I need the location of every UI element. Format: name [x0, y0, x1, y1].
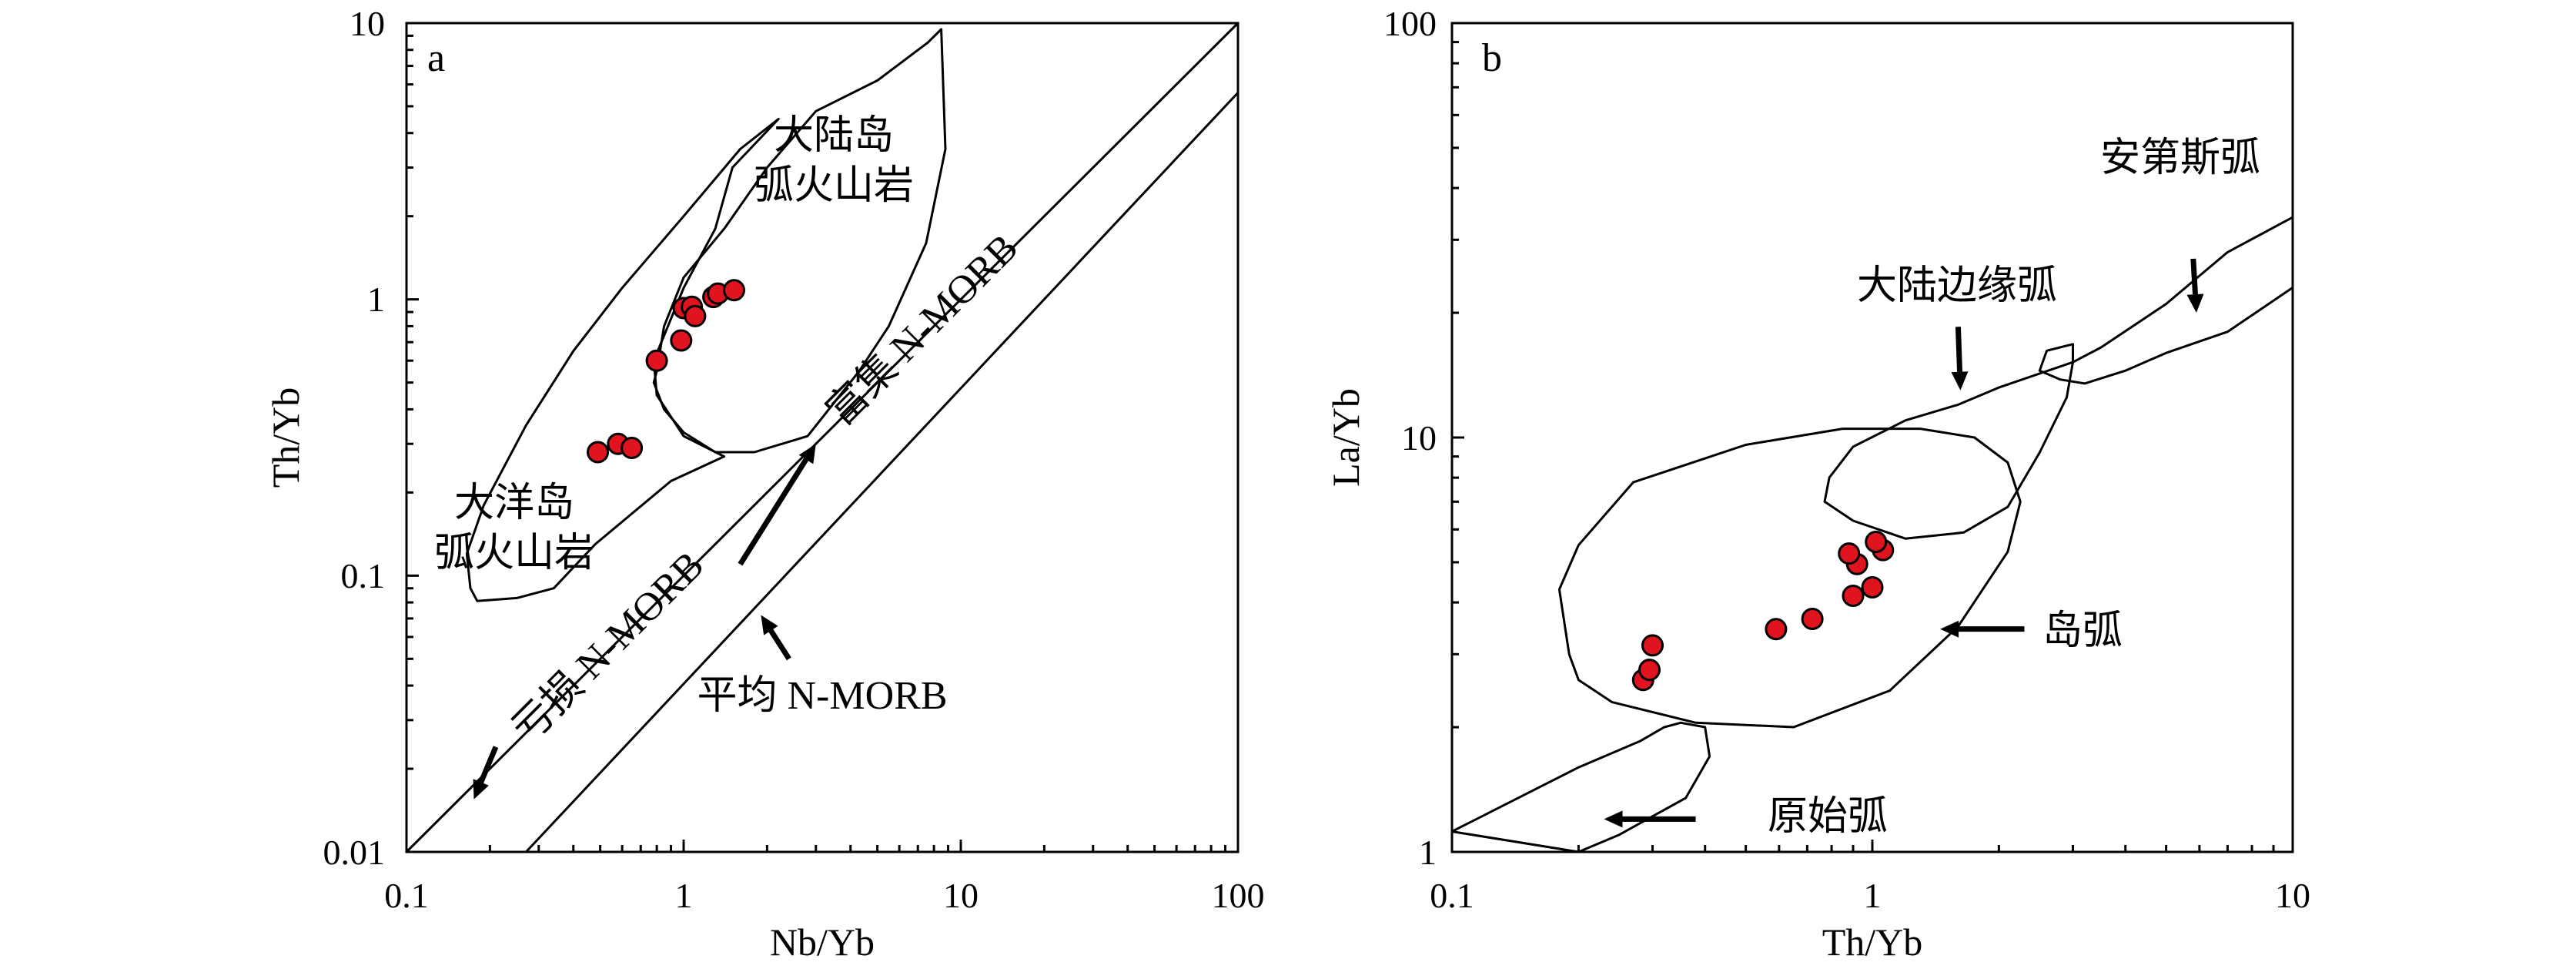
panel-a-y-axis-title: Th/Yb	[264, 387, 307, 488]
oceanic-arc-volcanics-region	[465, 117, 780, 602]
panel-b-ticks	[1452, 41, 2275, 852]
panel-b-y-tick-label: 100	[1383, 4, 1437, 43]
panel-a-arrows	[473, 444, 816, 800]
oceanic-arc-volcanics-label-line1: 大洋岛	[454, 481, 574, 525]
panel-b-x-tick-label: 10	[2275, 876, 2310, 915]
annotation-arrow	[1940, 620, 2025, 638]
arrow-head-icon	[2186, 293, 2204, 313]
panel-b-regions	[1450, 216, 2294, 853]
annotation-arrow	[2186, 258, 2204, 313]
annotation-arrow	[1604, 810, 1696, 828]
arrow-head-icon	[1940, 620, 1959, 638]
panel-a-y-tick-label: 1	[367, 280, 385, 319]
data-point	[1842, 585, 1865, 607]
continental-arc-volcanics-label-line1: 大陆岛	[774, 114, 894, 158]
continental-arc-volcanics-label-line2: 弧火山岩	[754, 164, 914, 208]
panel-a: a 0.1 1 10 100 0.01 0.1 1 10 Nb/Yb Th/Yb…	[264, 4, 1265, 964]
panel-a-x-tick-label: 100	[1212, 876, 1265, 915]
panel-a-x-tick-label: 1	[675, 876, 693, 915]
annotation-arrow	[473, 746, 499, 800]
panel-a-y-tick-label: 10	[350, 4, 385, 43]
annotation-arrow	[1951, 327, 1969, 391]
depleted-nmorb-line	[405, 22, 1239, 853]
panel-a-points	[587, 279, 745, 464]
panel-a-x-axis-title: Nb/Yb	[770, 920, 875, 964]
arrow-head-icon	[1604, 810, 1623, 828]
annotation-arrow	[738, 444, 816, 566]
data-point	[670, 329, 693, 352]
annotation-arrow	[761, 615, 791, 661]
panel-b-frame	[1450, 22, 2294, 853]
arrow-shaft	[768, 629, 791, 661]
panel-b: b 0.1 1 10 1 10 100 Th/Yb La/Yb 安第斯弧 大陆边…	[1324, 4, 2310, 964]
panel-b-x-axis-title: Th/Yb	[1822, 920, 1923, 964]
data-point	[1765, 618, 1788, 641]
panel-b-letter: b	[1482, 36, 1502, 80]
primitive-arc-label: 原始弧	[1768, 795, 1888, 839]
panel-a-x-tick-label: 0.1	[384, 876, 429, 915]
data-point	[645, 349, 668, 372]
data-point	[1865, 531, 1888, 553]
arrow-shaft	[1955, 327, 1963, 372]
data-point	[1638, 659, 1661, 682]
panel-a-regions	[465, 28, 947, 602]
panel-a-y-tick-label: 0.1	[341, 556, 386, 595]
arrow-head-icon	[761, 615, 778, 635]
panel-b-y-tick-label: 10	[1401, 418, 1437, 458]
panel-a-reference-lines	[405, 22, 1239, 853]
data-point	[1641, 634, 1664, 657]
panel-b-x-tick-label: 0.1	[1430, 876, 1474, 915]
continental-margin-arc-region	[1823, 360, 2074, 540]
panel-a-y-tick-label: 0.01	[323, 833, 386, 872]
data-point	[587, 441, 609, 464]
enriched-nmorb-line	[525, 92, 1239, 853]
data-point	[621, 437, 644, 459]
island-arc-label: 岛弧	[2042, 609, 2123, 653]
panel-a-x-tick-label: 10	[943, 876, 979, 915]
panel-b-y-tick-label: 1	[1419, 833, 1437, 872]
panel-b-points	[1631, 531, 1895, 692]
arrow-shaft	[478, 746, 499, 783]
panel-a-letter: a	[427, 36, 445, 80]
data-point	[723, 279, 745, 302]
oceanic-arc-volcanics-label-line2: 弧火山岩	[434, 531, 594, 575]
continental-arc-volcanics-region	[652, 28, 947, 454]
continental-margin-arc-label: 大陆边缘弧	[1857, 264, 2057, 308]
data-point	[1801, 608, 1824, 630]
enriched-nmorb-label: 富集 N-MORB	[818, 226, 1026, 434]
data-point	[1861, 576, 1884, 598]
andean-arc-label: 安第斯弧	[2100, 136, 2260, 180]
panel-b-arrows	[1604, 258, 2204, 828]
panel-b-y-axis-title: La/Yb	[1324, 388, 1367, 487]
data-point	[684, 304, 707, 327]
arrow-shaft	[738, 458, 808, 566]
island-arc-region	[1557, 428, 2022, 729]
panel-a-frame	[405, 22, 1239, 853]
panel-b-x-tick-label: 1	[1864, 876, 1882, 915]
data-point	[1838, 542, 1861, 565]
arrow-shaft	[2190, 258, 2198, 295]
arrow-head-icon	[1951, 371, 1969, 391]
arrow-head-icon	[473, 779, 489, 800]
average-nmorb-label: 平均 N-MORB	[697, 674, 947, 718]
arrow-head-icon	[798, 444, 816, 464]
primitive-arc-region	[1450, 721, 1711, 853]
andean-arc-region	[2038, 216, 2294, 385]
